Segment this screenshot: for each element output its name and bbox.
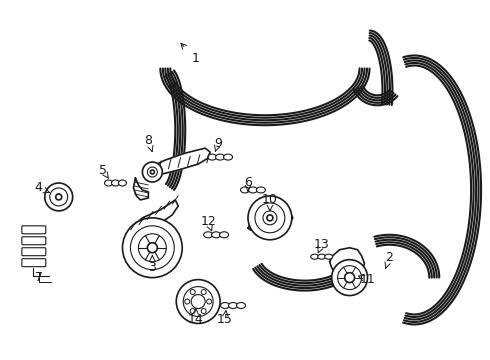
FancyBboxPatch shape <box>22 259 46 267</box>
Circle shape <box>267 215 273 221</box>
Ellipse shape <box>256 187 266 193</box>
Ellipse shape <box>228 302 238 309</box>
Circle shape <box>143 162 162 182</box>
Text: 13: 13 <box>314 238 330 251</box>
Circle shape <box>122 218 182 278</box>
Ellipse shape <box>248 187 257 193</box>
Ellipse shape <box>119 180 126 186</box>
Circle shape <box>138 234 166 262</box>
Ellipse shape <box>220 302 229 309</box>
Text: 8: 8 <box>145 134 152 147</box>
Circle shape <box>338 266 362 289</box>
Circle shape <box>56 194 62 200</box>
Text: 14: 14 <box>187 313 203 326</box>
Polygon shape <box>248 210 293 232</box>
Text: 7: 7 <box>35 271 43 284</box>
Circle shape <box>147 243 157 253</box>
Text: 1: 1 <box>191 52 199 65</box>
Text: 2: 2 <box>386 251 393 264</box>
Circle shape <box>201 289 206 294</box>
Text: 9: 9 <box>214 137 222 150</box>
Text: 4: 4 <box>35 181 43 194</box>
Circle shape <box>45 183 73 211</box>
Text: 11: 11 <box>360 273 375 286</box>
FancyBboxPatch shape <box>22 226 46 234</box>
Circle shape <box>255 203 285 233</box>
Text: 3: 3 <box>148 261 156 274</box>
FancyBboxPatch shape <box>22 237 46 245</box>
Circle shape <box>176 280 220 323</box>
Ellipse shape <box>112 180 120 186</box>
Text: 5: 5 <box>98 163 106 176</box>
FancyBboxPatch shape <box>22 248 46 256</box>
Ellipse shape <box>325 254 333 259</box>
Ellipse shape <box>223 154 233 160</box>
Circle shape <box>248 196 292 240</box>
Circle shape <box>190 289 195 294</box>
Circle shape <box>263 211 277 225</box>
Circle shape <box>332 260 368 296</box>
Text: 12: 12 <box>200 215 216 228</box>
Circle shape <box>201 309 206 314</box>
Circle shape <box>183 287 213 316</box>
Ellipse shape <box>241 187 249 193</box>
Text: 10: 10 <box>262 193 278 206</box>
Ellipse shape <box>311 254 319 259</box>
Polygon shape <box>146 148 210 176</box>
Ellipse shape <box>104 180 113 186</box>
Ellipse shape <box>220 232 228 238</box>
Circle shape <box>50 188 68 206</box>
Ellipse shape <box>204 232 213 238</box>
Ellipse shape <box>216 154 224 160</box>
Circle shape <box>207 299 212 304</box>
Ellipse shape <box>208 154 217 160</box>
Circle shape <box>344 273 355 283</box>
Text: 6: 6 <box>244 176 252 189</box>
Text: 15: 15 <box>217 313 233 326</box>
Circle shape <box>190 309 195 314</box>
Circle shape <box>130 226 174 270</box>
Polygon shape <box>133 178 148 200</box>
Circle shape <box>191 294 205 309</box>
Circle shape <box>150 170 154 174</box>
Circle shape <box>147 167 157 177</box>
Circle shape <box>185 299 190 304</box>
Polygon shape <box>330 248 365 278</box>
Ellipse shape <box>212 232 220 238</box>
Ellipse shape <box>237 302 245 309</box>
Polygon shape <box>128 200 178 234</box>
Ellipse shape <box>318 254 326 259</box>
